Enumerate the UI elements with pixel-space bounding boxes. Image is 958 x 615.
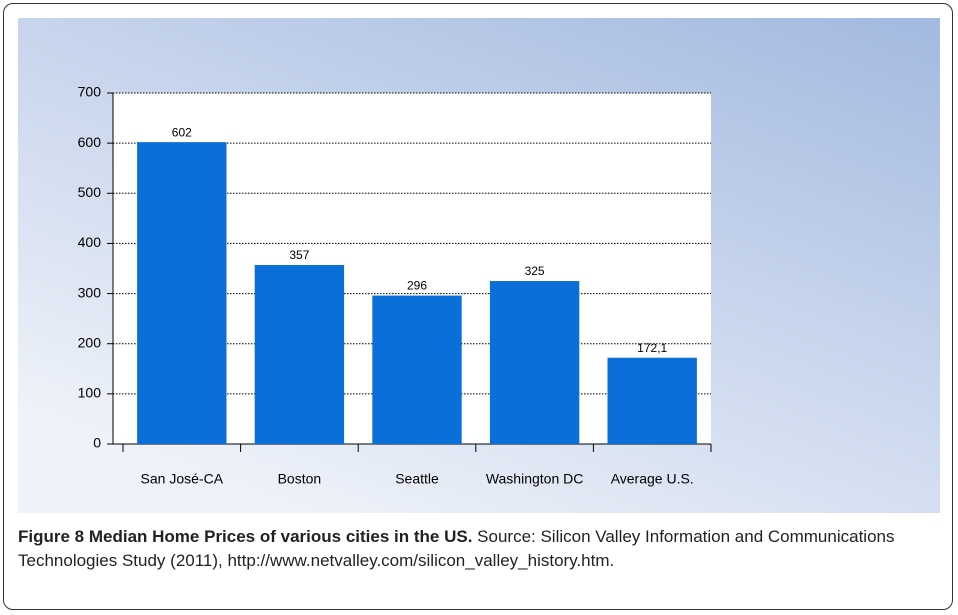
bar xyxy=(489,281,580,444)
chart: 0 100 200 300 400 500 600 700 San José-CA 602 Bost… xyxy=(18,18,940,513)
y-tick-label: 400 xyxy=(78,234,102,250)
y-tick-label: 300 xyxy=(78,284,102,300)
figure-frame xyxy=(3,3,953,610)
y-tick-label: 100 xyxy=(78,385,102,401)
caption-label: Figure 8 xyxy=(18,527,85,546)
x-tick-label: San José-CA xyxy=(141,471,224,487)
x-tick-label: Average U.S. xyxy=(611,471,694,487)
y-tick-label: 0 xyxy=(93,435,101,451)
x-tick-label: Seattle xyxy=(395,471,439,487)
caption-title: Median Home Prices of various cities in … xyxy=(88,527,473,546)
caption: Figure 8 Median Home Prices of various c… xyxy=(18,525,943,573)
y-tick-label: 500 xyxy=(78,184,102,200)
y-tick-label: 600 xyxy=(78,134,102,150)
y-tick-label: 200 xyxy=(78,334,102,350)
bar xyxy=(607,357,697,444)
value-label: 357 xyxy=(289,248,309,262)
value-label: 296 xyxy=(407,279,427,293)
x-tick-label: Washington DC xyxy=(486,471,584,487)
value-label: 602 xyxy=(172,125,192,139)
bar xyxy=(372,295,462,444)
bar xyxy=(137,142,227,444)
x-tick-label: Boston xyxy=(278,471,322,487)
caption-text: Source: Silicon Valley Information and C… xyxy=(18,527,895,570)
bar xyxy=(254,264,345,444)
value-label: 325 xyxy=(525,264,545,278)
value-label: 172,1 xyxy=(637,341,667,355)
y-tick-label: 700 xyxy=(78,84,102,100)
